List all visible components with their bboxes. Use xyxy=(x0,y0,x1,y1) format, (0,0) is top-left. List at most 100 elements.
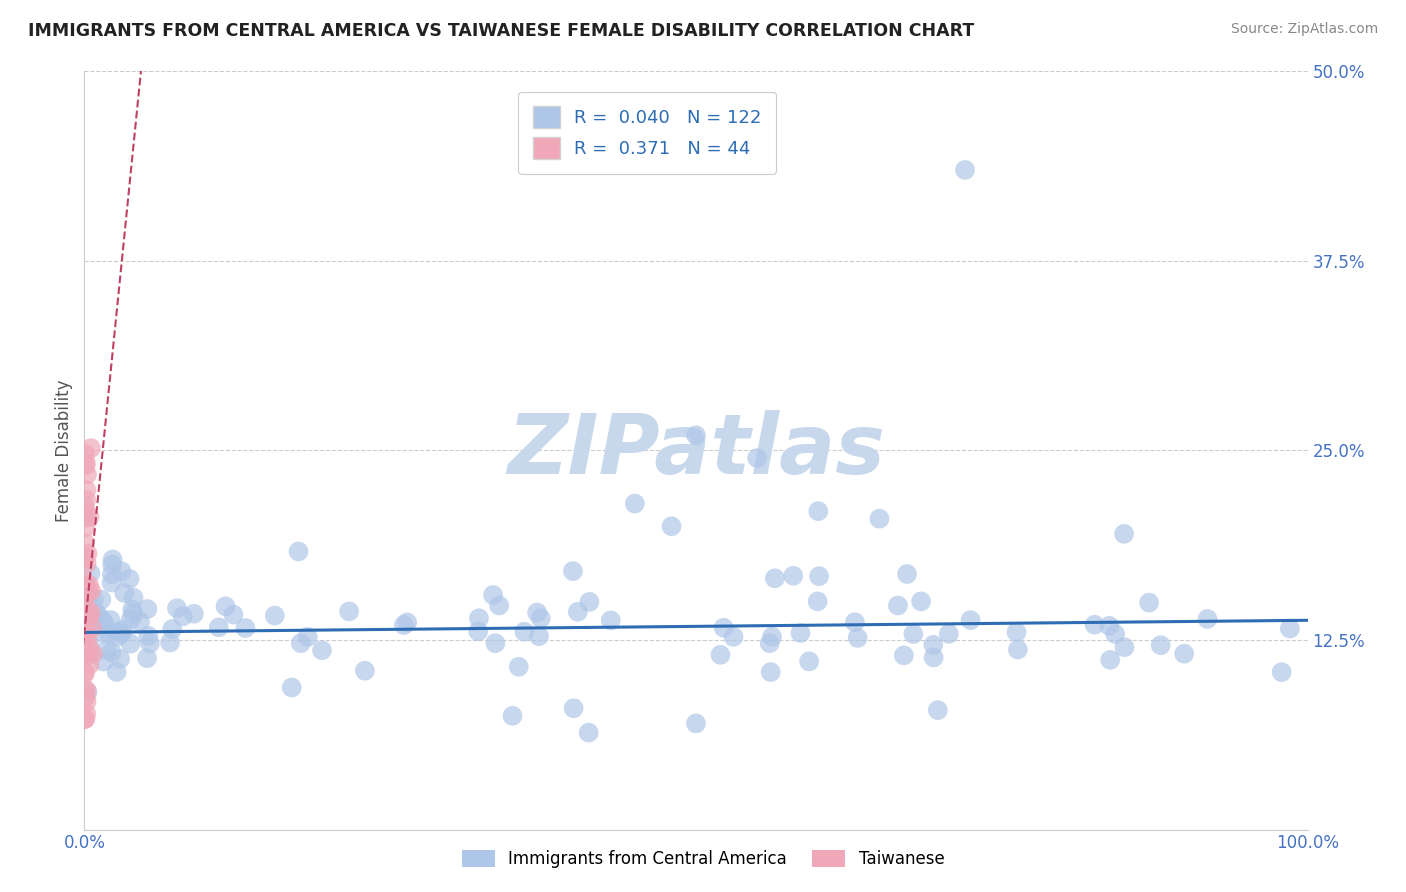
Point xyxy=(75,483,97,497)
Point xyxy=(73,712,96,726)
Point xyxy=(75,455,97,469)
Point xyxy=(208,620,231,634)
Point xyxy=(467,624,489,639)
Point xyxy=(101,552,124,566)
Point xyxy=(86,607,108,621)
Point xyxy=(110,652,132,666)
Point xyxy=(112,586,135,600)
Point xyxy=(139,636,162,650)
Point xyxy=(222,607,245,622)
Point xyxy=(73,499,96,513)
Point xyxy=(808,569,831,583)
Point xyxy=(120,637,142,651)
Point xyxy=(903,627,925,641)
Point xyxy=(482,588,505,602)
Point xyxy=(1278,622,1301,636)
Point xyxy=(73,510,96,524)
Point xyxy=(77,578,100,592)
Point xyxy=(502,708,524,723)
Point xyxy=(844,615,866,630)
Point xyxy=(73,592,96,607)
Point xyxy=(869,512,891,526)
Point xyxy=(763,571,786,585)
Point xyxy=(562,701,585,715)
Point xyxy=(709,648,731,662)
Point xyxy=(73,630,96,644)
Point xyxy=(100,575,122,590)
Point xyxy=(290,636,312,650)
Point xyxy=(508,659,530,673)
Point xyxy=(80,606,103,620)
Point xyxy=(578,595,600,609)
Point xyxy=(75,623,97,637)
Point xyxy=(530,611,553,625)
Text: Source: ZipAtlas.com: Source: ZipAtlas.com xyxy=(1230,22,1378,37)
Point xyxy=(79,566,101,581)
Point xyxy=(1007,642,1029,657)
Point xyxy=(79,599,101,614)
Point xyxy=(122,607,145,621)
Text: ZIPatlas: ZIPatlas xyxy=(508,410,884,491)
Point xyxy=(76,694,98,708)
Point xyxy=(624,496,647,510)
Point xyxy=(927,703,949,717)
Point xyxy=(896,567,918,582)
Point xyxy=(98,627,121,641)
Point xyxy=(76,547,98,561)
Point xyxy=(93,655,115,669)
Point xyxy=(80,441,103,455)
Point xyxy=(136,629,159,643)
Point xyxy=(162,622,184,636)
Point xyxy=(1173,647,1195,661)
Point xyxy=(1197,612,1219,626)
Point xyxy=(1114,526,1136,541)
Point xyxy=(110,627,132,641)
Point xyxy=(76,633,98,648)
Point xyxy=(922,638,945,652)
Point xyxy=(101,567,124,582)
Point xyxy=(75,579,97,593)
Point xyxy=(118,572,141,586)
Point xyxy=(761,630,783,644)
Point xyxy=(82,647,104,661)
Point xyxy=(235,621,257,635)
Point xyxy=(73,649,96,664)
Point xyxy=(758,636,780,650)
Point xyxy=(87,608,110,623)
Point xyxy=(214,599,236,614)
Legend: R =  0.040   N = 122, R =  0.371   N = 44: R = 0.040 N = 122, R = 0.371 N = 44 xyxy=(519,92,776,174)
Point xyxy=(759,665,782,679)
Point xyxy=(1137,596,1160,610)
Point xyxy=(77,584,100,599)
Point xyxy=(396,615,419,630)
Point xyxy=(287,544,309,558)
Point xyxy=(526,606,548,620)
Point xyxy=(94,617,117,632)
Point xyxy=(953,163,976,178)
Point xyxy=(527,629,550,643)
Point xyxy=(73,552,96,566)
Point xyxy=(75,458,97,473)
Point xyxy=(76,602,98,616)
Y-axis label: Female Disability: Female Disability xyxy=(55,379,73,522)
Point xyxy=(1271,665,1294,680)
Point xyxy=(75,506,97,520)
Point xyxy=(100,613,122,627)
Point xyxy=(1114,640,1136,655)
Point xyxy=(73,665,96,679)
Point xyxy=(82,621,104,635)
Point xyxy=(578,725,600,739)
Point xyxy=(110,564,132,578)
Point xyxy=(101,558,124,572)
Point xyxy=(91,614,114,628)
Point xyxy=(562,564,585,578)
Point xyxy=(111,623,134,637)
Point xyxy=(468,611,491,625)
Point xyxy=(75,706,97,721)
Point xyxy=(910,594,932,608)
Point xyxy=(938,627,960,641)
Point xyxy=(73,682,96,697)
Point xyxy=(1098,619,1121,633)
Point xyxy=(76,685,98,699)
Point xyxy=(75,690,97,705)
